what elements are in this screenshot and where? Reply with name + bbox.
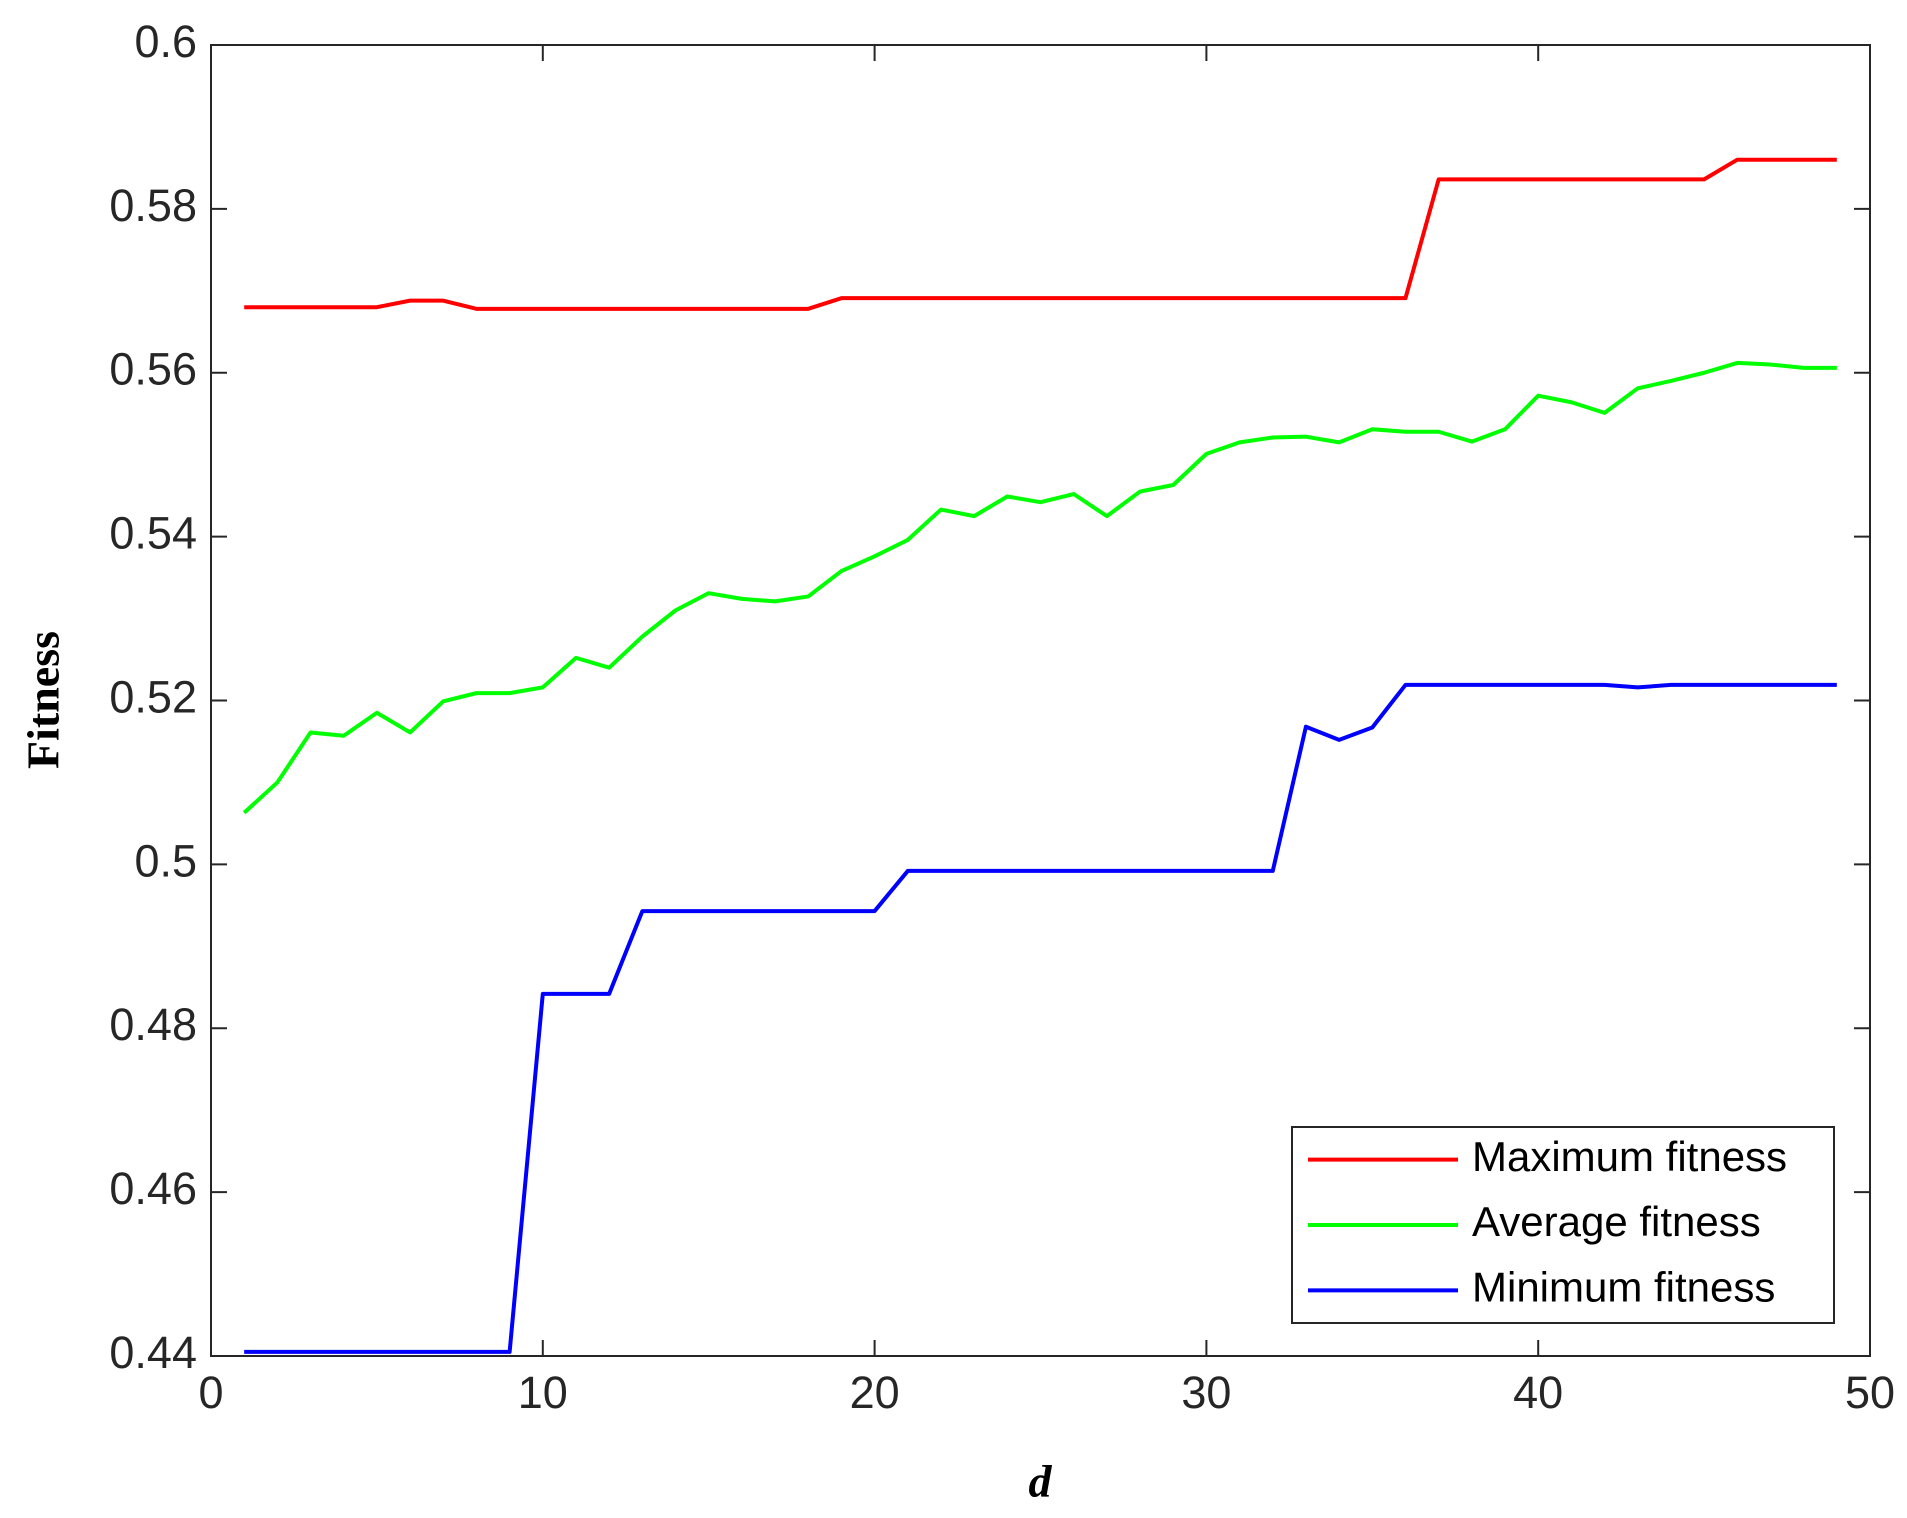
y-tick-label: 0.6: [134, 16, 197, 67]
x-tick-label: 30: [1181, 1367, 1231, 1418]
legend-label: Minimum fitness: [1472, 1263, 1775, 1310]
y-tick-label: 0.56: [109, 344, 197, 395]
line-series: [244, 682, 1837, 1354]
line-series: [244, 157, 1837, 311]
y-tick-label: 0.44: [109, 1327, 197, 1378]
y-tick-label: 0.5: [134, 835, 197, 886]
y-tick-label: 0.58: [109, 180, 197, 231]
line-series: [242, 360, 1837, 815]
y-tick-label: 0.46: [109, 1163, 197, 1214]
x-axis-label: d: [1029, 1456, 1053, 1507]
y-tick-label: 0.52: [109, 671, 197, 722]
x-tick-label: 40: [1513, 1367, 1563, 1418]
x-tick-label: 50: [1845, 1367, 1895, 1418]
x-tick-label: 0: [198, 1367, 223, 1418]
legend-label: Maximum fitness: [1472, 1133, 1787, 1180]
y-tick-label: 0.54: [109, 508, 197, 559]
x-tick-label: 20: [850, 1367, 900, 1418]
x-tick-label: 10: [518, 1367, 568, 1418]
y-tick-label: 0.48: [109, 999, 197, 1050]
legend-label: Average fitness: [1472, 1198, 1761, 1245]
y-axis-label: Fitness: [18, 631, 69, 769]
